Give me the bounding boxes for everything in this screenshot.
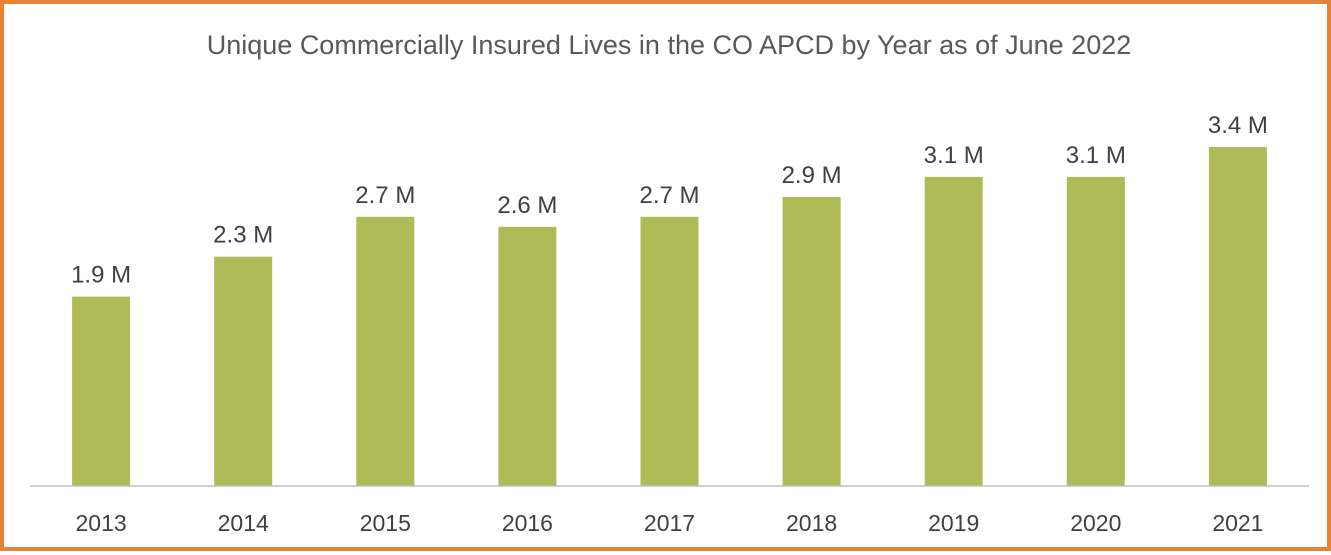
bar-2017	[640, 216, 699, 487]
bar-2016	[498, 226, 557, 487]
x-tick-label-2016: 2016	[502, 510, 553, 536]
x-tick-label-2019: 2019	[928, 510, 979, 536]
data-label-2016: 2.6 M	[497, 192, 557, 219]
bar-2020	[1066, 176, 1125, 486]
bar-2021	[1208, 147, 1267, 486]
x-tick-label-2020: 2020	[1070, 510, 1121, 536]
bars-group	[72, 147, 1267, 487]
bar-chart: Unique Commercially Insured Lives in the…	[30, 30, 1309, 536]
bar-2018	[782, 196, 841, 486]
x-tick-labels-group: 2013 2014 2015 2016 2017 2018 2019 2020 2021	[76, 510, 1264, 536]
chart-title: Unique Commercially Insured Lives in the…	[207, 30, 1132, 60]
data-label-2019: 3.1 M	[924, 142, 984, 169]
bar-2019	[924, 176, 983, 486]
x-tick-label-2017: 2017	[644, 510, 695, 536]
bar-2015	[356, 216, 415, 487]
data-label-2020: 3.1 M	[1066, 142, 1126, 169]
data-label-2015: 2.7 M	[355, 182, 415, 209]
value-labels-group: 1.9 M 2.3 M 2.7 M 2.6 M 2.7 M 2.9 M 3.1 M 3.1 M…	[71, 112, 1268, 289]
data-label-2018: 2.9 M	[782, 162, 842, 189]
data-label-2013: 1.9 M	[71, 262, 131, 289]
x-tick-label-2018: 2018	[786, 510, 837, 536]
data-label-2021: 3.4 M	[1208, 112, 1268, 139]
data-label-2017: 2.7 M	[639, 182, 699, 209]
x-tick-label-2015: 2015	[360, 510, 411, 536]
x-tick-label-2013: 2013	[76, 510, 127, 536]
bar-2013	[72, 296, 131, 486]
x-tick-label-2014: 2014	[218, 510, 269, 536]
bar-2014	[214, 256, 273, 486]
data-label-2014: 2.3 M	[213, 222, 273, 249]
x-tick-label-2021: 2021	[1212, 510, 1263, 536]
